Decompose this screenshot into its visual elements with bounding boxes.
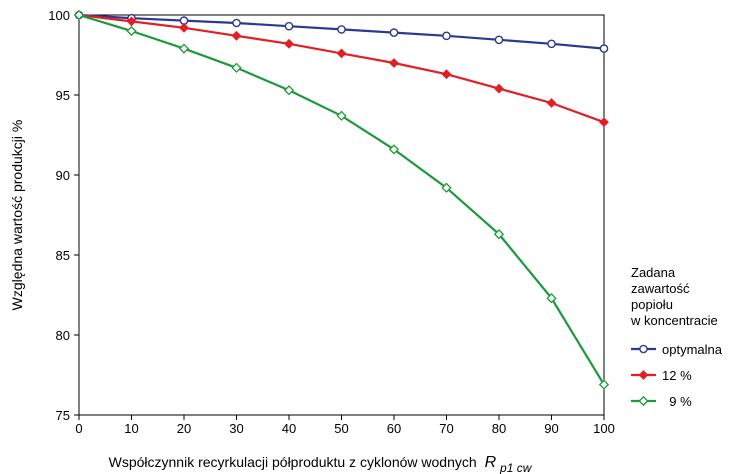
x-axis-label-text: Współczynnik recyrkulacji półproduktu z … bbox=[109, 454, 477, 470]
legend-swatch-marker bbox=[639, 344, 648, 354]
data-point bbox=[599, 117, 609, 128]
x-tick-label: 70 bbox=[439, 421, 453, 436]
x-tick-label: 100 bbox=[593, 421, 615, 436]
x-tick-label: 60 bbox=[387, 421, 401, 436]
y-tick-label: 75 bbox=[56, 408, 70, 423]
y-tick-label: 90 bbox=[56, 168, 70, 183]
x-tick-label: 50 bbox=[334, 421, 348, 436]
x-tick-label: 40 bbox=[282, 421, 296, 436]
x-tick-label: 30 bbox=[229, 421, 243, 436]
data-point bbox=[231, 30, 242, 41]
data-point bbox=[336, 48, 347, 59]
data-point bbox=[126, 16, 137, 27]
data-point bbox=[126, 25, 137, 37]
data-point bbox=[284, 21, 294, 31]
data-point bbox=[232, 18, 241, 28]
data-point bbox=[493, 229, 505, 240]
data-point bbox=[389, 58, 399, 68]
series-layer bbox=[73, 9, 610, 390]
legend-item: optymalna bbox=[631, 342, 723, 357]
legend-title-line: zawartość bbox=[631, 281, 690, 296]
legend-title-line: w koncentracie bbox=[630, 313, 718, 328]
legend-swatch-marker bbox=[638, 370, 649, 380]
x-axis-label: Współczynnik recyrkulacji półproduktu z … bbox=[109, 454, 533, 474]
data-point bbox=[546, 293, 557, 304]
legend-title-line: popiołu bbox=[631, 297, 673, 312]
series-3 bbox=[73, 9, 610, 390]
data-point bbox=[441, 69, 452, 80]
x-tick-label: 10 bbox=[124, 421, 138, 436]
y-tick-label: 100 bbox=[48, 8, 70, 23]
data-point bbox=[283, 85, 295, 96]
x-tick-label: 0 bbox=[75, 421, 82, 436]
y-tick-label: 80 bbox=[56, 328, 70, 343]
data-point bbox=[178, 43, 190, 54]
data-point bbox=[547, 39, 556, 49]
series-1 bbox=[74, 10, 609, 53]
legend-label: optymalna bbox=[662, 342, 723, 357]
legend-label: 12 % bbox=[662, 368, 692, 383]
x-tick-label: 20 bbox=[177, 421, 191, 436]
legend-label: 9 % bbox=[662, 394, 692, 409]
data-point bbox=[336, 110, 347, 121]
data-point bbox=[494, 83, 504, 94]
legend-title-line: Zadana bbox=[631, 265, 676, 280]
data-point bbox=[546, 98, 557, 108]
legend-swatch-marker bbox=[638, 395, 649, 407]
data-point bbox=[599, 44, 609, 53]
data-point bbox=[441, 182, 452, 193]
y-tick-label: 95 bbox=[56, 88, 70, 103]
data-point bbox=[389, 28, 399, 37]
legend-item: 9 % bbox=[631, 394, 692, 409]
axes: 0 10 20 30 40 50 60 70 80 90 100 75 80 85 90 95 100 bbox=[48, 8, 615, 436]
data-point bbox=[598, 379, 610, 390]
data-point bbox=[388, 144, 400, 155]
x-tick-label: 80 bbox=[492, 421, 506, 436]
x-axis-label-symbol: R bbox=[485, 454, 497, 471]
data-point bbox=[494, 35, 504, 45]
data-point bbox=[284, 38, 294, 49]
data-point bbox=[442, 31, 451, 41]
y-axis-label: Względna wartość produkcji % bbox=[9, 120, 25, 311]
data-point bbox=[73, 9, 85, 21]
x-tick-label: 90 bbox=[544, 421, 558, 436]
x-axis-label-subscript: p1 cw bbox=[499, 461, 533, 474]
y-tick-label: 85 bbox=[56, 248, 70, 263]
legend-item: 12 % bbox=[631, 368, 692, 383]
data-point bbox=[231, 62, 242, 73]
data-point bbox=[337, 25, 346, 34]
plot-frame bbox=[78, 14, 605, 416]
data-point bbox=[179, 22, 189, 33]
series-line bbox=[78, 13, 605, 386]
